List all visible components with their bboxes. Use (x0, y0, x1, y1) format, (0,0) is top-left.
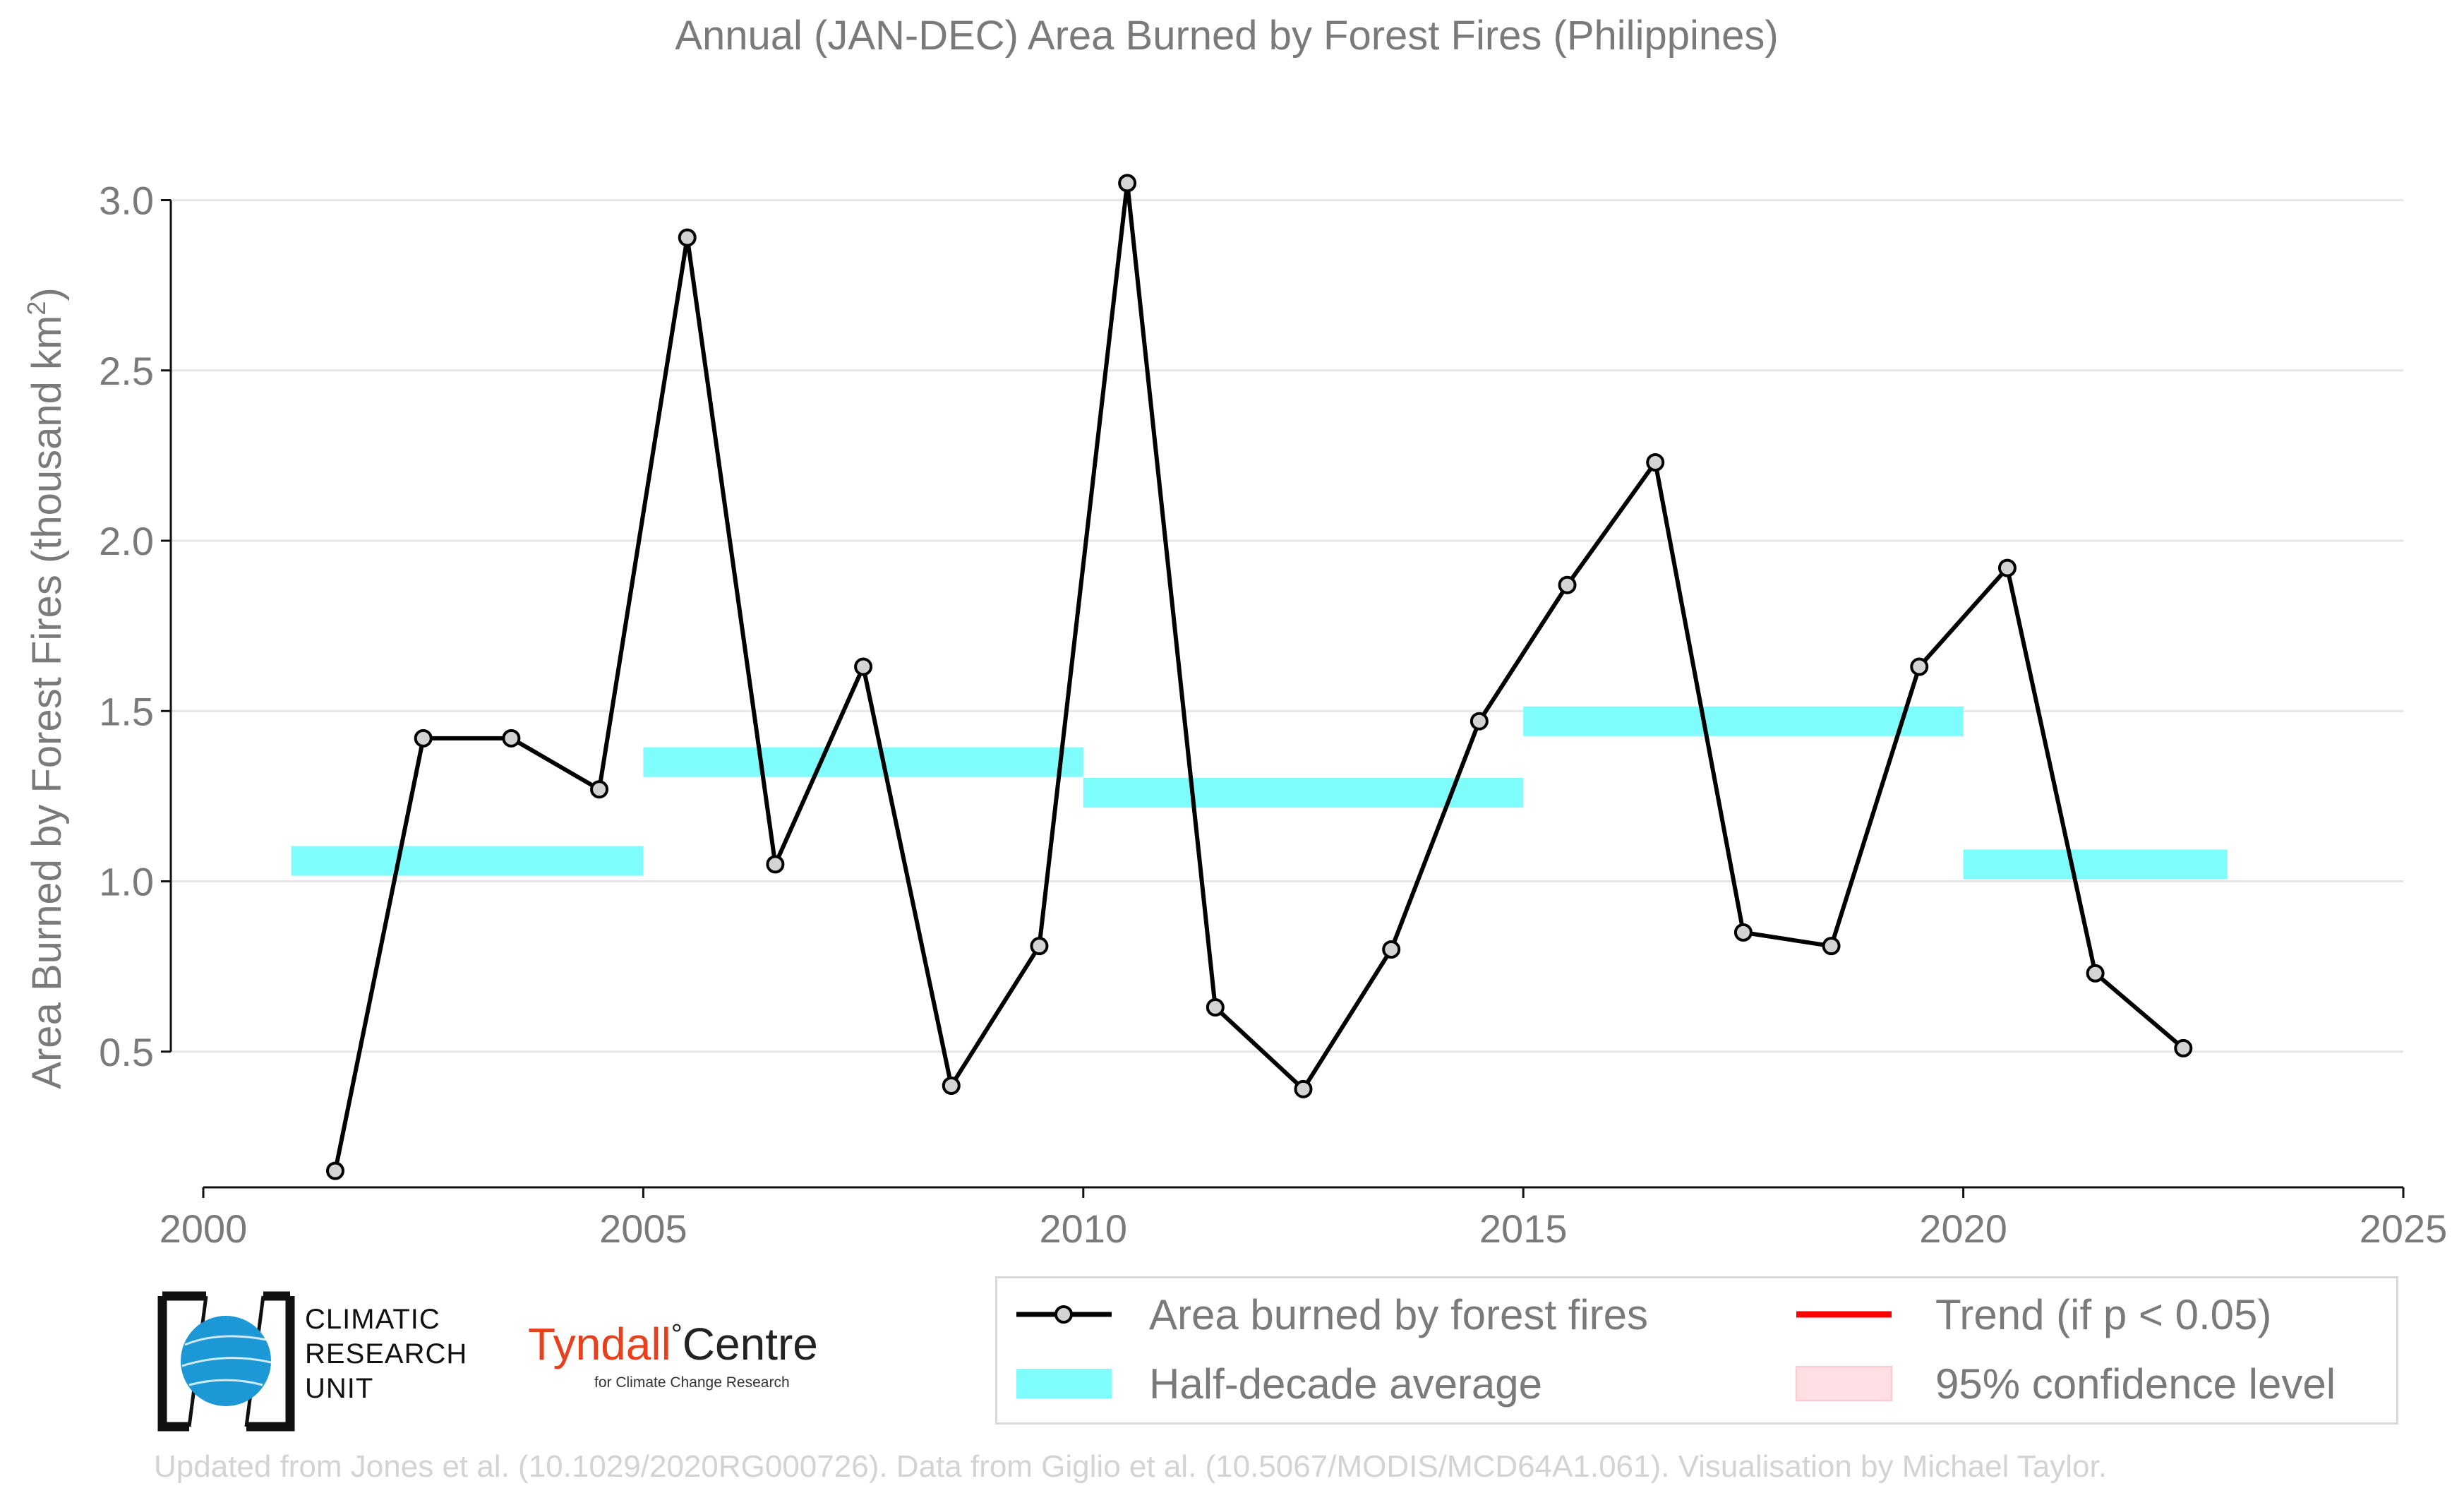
data-point (326, 1161, 345, 1180)
data-point (854, 657, 873, 676)
x-tick-label: 2025 (2360, 1206, 2448, 1251)
data-point (1997, 558, 2017, 577)
half-decade-bar (1523, 706, 1964, 736)
legend-label: 95% confidence level (1935, 1360, 2336, 1408)
cru-logo-text: CLIMATIC RESEARCH UNIT (305, 1302, 467, 1406)
y-axis-label-superscript: 2 (22, 301, 51, 316)
data-point (502, 728, 521, 748)
y-axis-label-main: Area Burned by Forest Fires (thousand km (24, 316, 70, 1089)
legend-label: Area burned by forest fires (1149, 1291, 1648, 1338)
cru-line-3: UNIT (305, 1373, 374, 1404)
data-point (1030, 937, 1049, 956)
legend-band-swatch (1016, 1369, 1112, 1398)
tyndall-centre: Centre (682, 1319, 818, 1369)
data-point (414, 728, 433, 748)
data-point (1558, 575, 1577, 594)
legend-marker-swatch (1054, 1305, 1073, 1324)
y-axis-label: Area Burned by Forest Fires (thousand km… (22, 287, 70, 1089)
cru-line-1: CLIMATIC (305, 1304, 440, 1335)
data-point (1294, 1079, 1313, 1098)
tyndall-logo: Tyndall°Centre (528, 1318, 818, 1370)
x-tick-label: 2010 (1040, 1206, 1128, 1251)
legend-label: Trend (if p < 0.05) (1935, 1291, 2271, 1338)
x-tick-label: 2005 (599, 1206, 687, 1251)
x-tick-label: 2000 (160, 1206, 248, 1251)
y-tick-label: 2.0 (99, 519, 154, 563)
data-point (590, 780, 609, 799)
data-point (1118, 174, 1137, 193)
data-point (1910, 657, 1929, 676)
data-point (1646, 453, 1665, 472)
data-point (1822, 937, 1841, 956)
y-tick-label: 1.5 (99, 689, 154, 733)
data-point (2086, 964, 2105, 983)
grid-lines (169, 199, 2403, 1053)
tyndall-main: Tyndall (528, 1319, 671, 1369)
y-tick-label: 3.0 (99, 179, 154, 223)
tyndall-degree: ° (671, 1319, 683, 1350)
y-axis-label-close: ) (24, 287, 70, 301)
half-decade-average-bands (291, 706, 2228, 880)
legend-labels: Area burned by forest fires Half-decade a… (1149, 1291, 2336, 1408)
data-point (1733, 923, 1753, 942)
legend (995, 1276, 2398, 1425)
half-decade-bar (643, 747, 1083, 777)
data-point (678, 228, 697, 247)
y-axis: 0.5 1.0 1.5 2.0 2.5 3.0 (99, 179, 172, 1074)
y-tick-label: 0.5 (99, 1030, 154, 1074)
legend-confidence-swatch (1796, 1366, 1892, 1401)
half-decade-bar (291, 846, 644, 876)
legend-swatches (1016, 1305, 1892, 1401)
x-axis: 2000 2005 2010 2015 2020 2025 (160, 1186, 2448, 1251)
tyndall-subtitle: for Climate Change Research (594, 1374, 790, 1391)
data-point (2174, 1038, 2193, 1057)
data-point (1470, 712, 1489, 731)
x-tick-label: 2020 (1919, 1206, 2007, 1251)
cru-logo (157, 1291, 295, 1432)
credit-line: Updated from Jones et al. (10.1029/2020R… (154, 1449, 2107, 1484)
half-decade-bar (1963, 849, 2228, 880)
series-area-burned (326, 174, 2193, 1180)
y-tick-label: 2.5 (99, 349, 154, 393)
chart-title: Annual (JAN-DEC) Area Burned by Forest F… (675, 13, 1778, 59)
data-point (942, 1077, 961, 1095)
x-tick-label: 2015 (1479, 1206, 1568, 1251)
data-point (766, 855, 785, 874)
cru-line-2: RESEARCH (305, 1338, 468, 1369)
series-line (333, 181, 2185, 1172)
y-tick-label: 1.0 (99, 860, 154, 904)
legend-label: Half-decade average (1149, 1360, 1542, 1408)
data-point (1382, 940, 1401, 959)
data-point (1206, 998, 1225, 1017)
